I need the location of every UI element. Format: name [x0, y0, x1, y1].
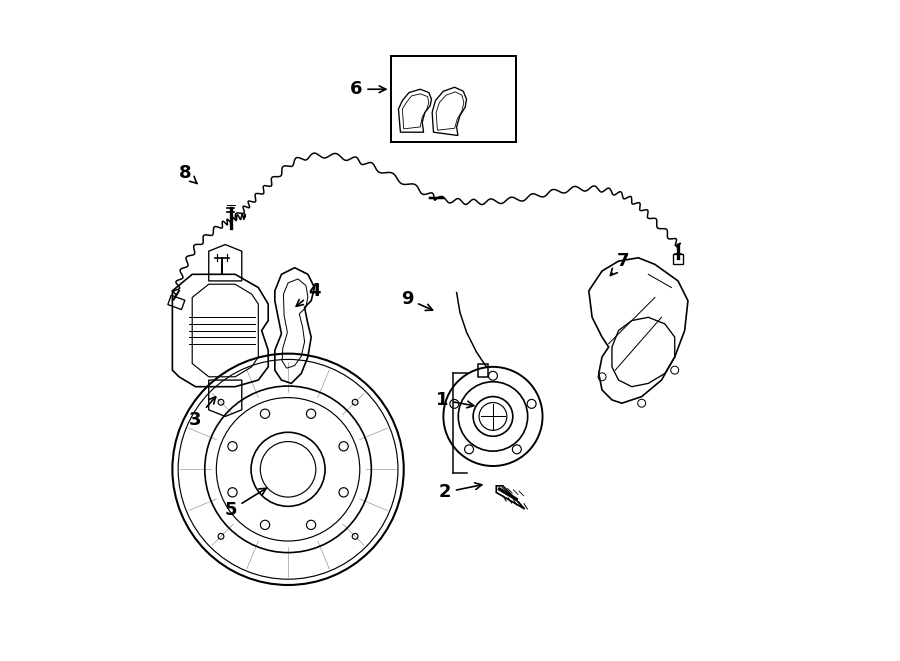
- Text: 8: 8: [179, 164, 197, 184]
- Text: 5: 5: [224, 488, 266, 520]
- Text: 9: 9: [400, 290, 433, 311]
- Bar: [391, 56, 516, 142]
- Text: 1: 1: [436, 391, 474, 409]
- Bar: [673, 254, 683, 264]
- Text: 3: 3: [189, 397, 216, 429]
- Text: 6: 6: [350, 80, 386, 98]
- Text: 2: 2: [438, 483, 482, 502]
- Text: 4: 4: [296, 282, 320, 306]
- Text: 7: 7: [610, 252, 629, 276]
- Bar: [167, 295, 184, 309]
